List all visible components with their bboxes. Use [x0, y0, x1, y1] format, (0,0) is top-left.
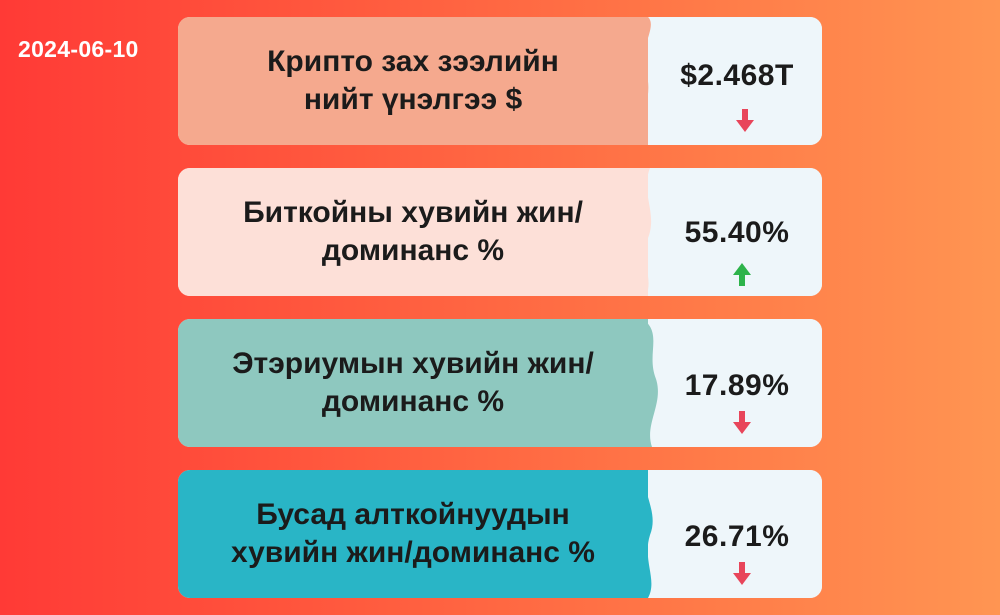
- arrow-down-icon: [735, 109, 755, 133]
- card-value: 17.89%: [684, 369, 790, 402]
- arrow-down-icon: [732, 411, 752, 435]
- card-label: Биткойны хувийн жин/доминанс %: [178, 168, 648, 296]
- arrow-down-icon: [732, 562, 752, 586]
- card-value: 55.40%: [684, 216, 790, 249]
- arrow-up-icon: [732, 262, 752, 286]
- card-label: Бусад алткойнуудын хувийн жин/доминанс %: [178, 470, 648, 598]
- card-label: Этэриумын хувийн жин/доминанс %: [178, 319, 648, 447]
- card-value: 26.71%: [684, 520, 790, 553]
- card-label: Крипто зах зээлийн нийт үнэлгээ $: [178, 17, 648, 145]
- date-label: 2024-06-10: [18, 36, 139, 62]
- card-value: $2.468T: [680, 59, 794, 92]
- value-panel: [652, 17, 822, 145]
- card-altcoin-dominance: Бусад алткойнуудын хувийн жин/доминанс % …: [178, 470, 822, 598]
- card-ethereum-dominance: Этэриумын хувийн жин/доминанс % 17.89%: [178, 319, 822, 447]
- card-total-market-cap: Крипто зах зээлийн нийт үнэлгээ $ $2.468T: [178, 17, 822, 145]
- card-bitcoin-dominance: Биткойны хувийн жин/доминанс % 55.40%: [178, 168, 822, 296]
